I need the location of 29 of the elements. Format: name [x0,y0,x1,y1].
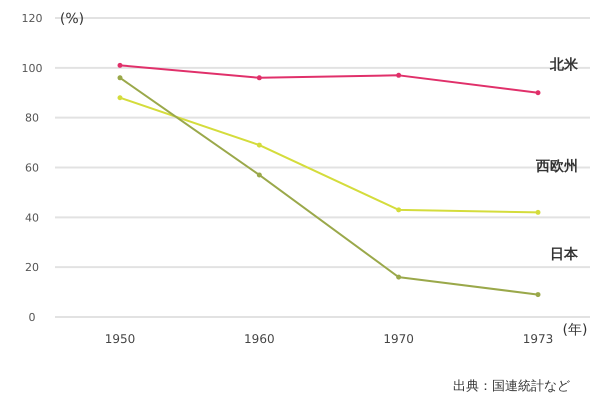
y-tick-label: 120 [22,12,42,25]
series-label: 北米 [549,56,579,73]
point [396,72,402,78]
point [256,142,262,148]
y-tick-label: 0 [28,311,36,324]
x-tick-label: 1950 [104,332,136,346]
y-tick-label: 80 [25,112,39,125]
point [536,210,540,215]
y-tick-label: 20 [25,261,39,274]
point [118,62,122,68]
point [396,274,402,280]
point [396,207,402,212]
text: 西欧州 [535,158,578,174]
source-note: 出典：国連統計など [453,379,570,394]
y-tick-label: 60 [25,162,39,174]
text: 日本 [550,246,579,263]
point [256,75,262,80]
x-axis-title: (年) [562,322,588,338]
point [536,292,540,298]
x-tick-label: 1973 [522,332,554,346]
y-tick-label: 100 [22,62,42,75]
point [256,172,262,178]
y-tick-label: 40 [25,211,39,224]
y-axis-title: (%) [60,11,84,27]
point [118,75,122,80]
point [536,90,540,96]
point [118,95,122,100]
x-tick-label: 1970 [383,332,414,346]
x-tick-label: 1960 [244,332,275,346]
